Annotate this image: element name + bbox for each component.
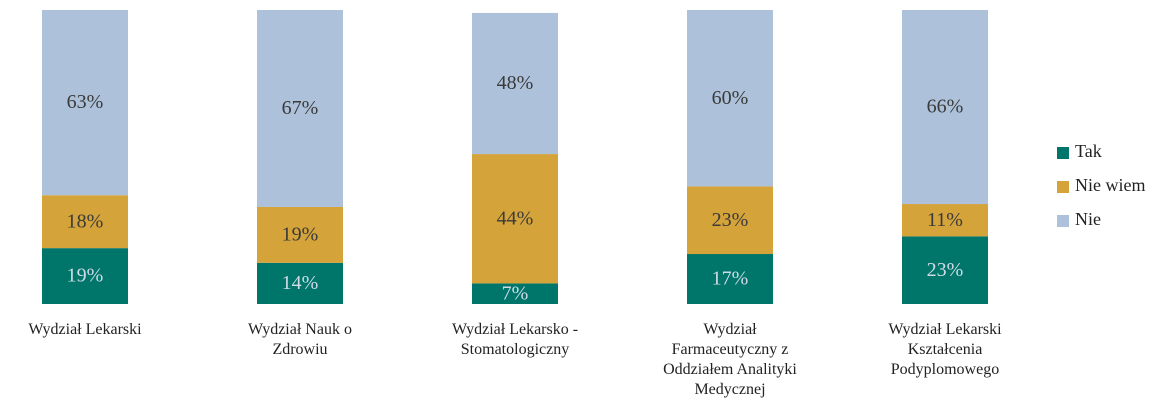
bar-segment: [472, 12, 558, 155]
bar-segment: [257, 262, 343, 304]
bar-segment: [472, 283, 558, 304]
data-label: 14%: [282, 272, 319, 294]
data-label: 44%: [497, 207, 534, 229]
x-tick-label: Wydział Nauk o Zdrowiu: [248, 321, 352, 358]
data-label: 66%: [927, 96, 964, 118]
legend-swatch: [1057, 215, 1069, 227]
data-label: 63%: [67, 91, 104, 113]
data-label: 7%: [502, 282, 529, 304]
data-label: 67%: [282, 97, 319, 119]
data-label: 18%: [67, 210, 104, 232]
bar-segment: [687, 254, 773, 304]
data-label: 48%: [497, 72, 534, 94]
bar-segment: [687, 186, 773, 255]
data-label: 23%: [712, 209, 749, 231]
bar-segment: [472, 154, 558, 284]
x-tick-label: Wydział Lekarski: [28, 321, 142, 338]
bar-segment: [902, 236, 988, 304]
bar-segment: [42, 248, 128, 304]
legend-label: Nie wiem: [1075, 175, 1145, 195]
data-label: 23%: [927, 259, 964, 281]
legend-label: Tak: [1075, 141, 1102, 161]
bar-segment: [42, 195, 128, 249]
bar-segment: [42, 10, 128, 196]
data-label: 11%: [927, 209, 963, 231]
x-tick-label: Wydział Lekarsko - Stomatologiczny: [451, 321, 579, 358]
bar-segment: [687, 10, 773, 187]
data-label: 17%: [712, 268, 749, 290]
bar-segment: [257, 10, 343, 207]
legend-swatch: [1057, 147, 1069, 159]
bar-segment: [902, 10, 988, 205]
data-label: 19%: [67, 265, 104, 287]
x-tick-label: Wydział Lekarski Kształcenia Podyplomowe…: [888, 321, 1002, 378]
legend-label: Nie: [1075, 209, 1101, 229]
legend-swatch: [1057, 181, 1069, 193]
x-tick-label: Wydział Farmaceutyczny z Oddziałem Anali…: [663, 321, 797, 398]
data-label: 60%: [712, 87, 749, 109]
bar-segment: [257, 206, 343, 263]
bar-segment: [902, 204, 988, 237]
data-label: 19%: [282, 224, 319, 246]
